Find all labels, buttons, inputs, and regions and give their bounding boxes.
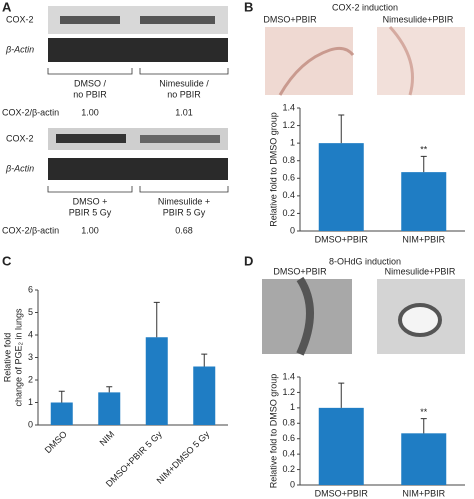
chart-title: 8-OHdG induction <box>329 256 401 266</box>
error-bar <box>106 386 113 393</box>
bar <box>145 337 168 425</box>
y-tick-label: 0.2 <box>282 464 295 474</box>
blot-row-label: β-Actin <box>5 44 34 54</box>
x-tick-label: DMSO+PBIR <box>315 234 369 244</box>
tissue <box>388 25 414 96</box>
bar <box>193 366 216 425</box>
bracket <box>47 186 229 193</box>
y-tick-label: 1.2 <box>282 120 295 130</box>
error-bar <box>58 390 65 403</box>
panel-label: B <box>244 0 253 14</box>
y-tick-label: 0 <box>290 225 295 235</box>
y-tick-label: 0 <box>28 419 33 429</box>
group-label: Nimesulide + <box>158 196 210 206</box>
annotation: ** <box>420 407 428 417</box>
y-tick-label: 0.4 <box>282 190 295 200</box>
y-tick-label: 1.4 <box>282 371 295 381</box>
ratio-label: COX-2/β-actin <box>2 107 59 117</box>
error-bar <box>338 382 345 408</box>
error-bar <box>201 353 208 367</box>
error-bar <box>420 418 427 434</box>
tissue <box>278 46 355 96</box>
y-tick-label: 0.6 <box>282 173 295 183</box>
x-tick-label: NIM+PBIR <box>402 488 445 498</box>
x-tick-label: NIM <box>98 429 117 448</box>
group-label: Nimesulide / <box>159 78 209 88</box>
blot-row-label: COX-2 <box>6 133 34 143</box>
group-label: no PBIR <box>73 89 107 99</box>
bar <box>318 407 364 485</box>
ratio: 1.00 <box>81 225 99 235</box>
group-label: PBIR 5 Gy <box>163 207 206 217</box>
y-tick-label: 2 <box>28 374 33 384</box>
group-label: DMSO / <box>74 78 107 88</box>
error-bar <box>338 114 345 144</box>
y-tick-label: 0.4 <box>282 449 295 459</box>
group-label: DMSO + <box>73 196 108 206</box>
y-tick-label: 6 <box>28 284 33 294</box>
band <box>140 16 215 24</box>
x-tick-label: NIM+DMSO 5 Gy <box>155 429 212 486</box>
y-axis-label: Relative fold <box>2 333 12 383</box>
blot <box>48 38 228 62</box>
x-tick-label: DMSO+PBIR <box>315 488 369 498</box>
image-label: DMSO+PBIR <box>273 266 327 276</box>
y-axis-label: change of PGE₂ in lungs <box>13 308 23 407</box>
image-label: Nimesulide+PBIR <box>383 14 454 24</box>
tissue <box>296 276 314 356</box>
band <box>60 16 120 24</box>
y-tick-label: 5 <box>28 307 33 317</box>
tissue <box>398 303 442 337</box>
bar <box>401 433 447 485</box>
bar <box>401 172 447 231</box>
x-tick-label: NIM+PBIR <box>402 234 445 244</box>
group-label: PBIR 5 Gy <box>69 207 112 217</box>
image-label: Nimesulide+PBIR <box>385 266 456 276</box>
ratio: 0.68 <box>175 225 193 235</box>
y-tick-label: 1.4 <box>282 102 295 112</box>
y-tick-label: 0.2 <box>282 208 295 218</box>
group-label: no PBIR <box>167 89 201 99</box>
micrograph <box>377 27 465 95</box>
panel-label: C <box>2 253 12 268</box>
bar <box>318 143 364 231</box>
blot-row-label: β-Actin <box>5 163 34 173</box>
blot-row-label: COX-2 <box>6 14 34 24</box>
bar <box>98 392 121 425</box>
bar <box>50 402 73 425</box>
y-tick-label: 1.2 <box>282 387 295 397</box>
chart-title: COX-2 induction <box>332 2 398 12</box>
y-tick-label: 1 <box>290 402 295 412</box>
annotation: ** <box>420 145 428 155</box>
panel-label: D <box>244 253 253 268</box>
image-label: DMSO+PBIR <box>263 14 317 24</box>
y-tick-label: 0.6 <box>282 433 295 443</box>
y-tick-label: 1 <box>28 397 33 407</box>
blot <box>48 158 228 180</box>
band <box>140 135 220 143</box>
bracket <box>47 68 229 75</box>
y-tick-label: 0.8 <box>282 418 295 428</box>
blot <box>48 128 228 150</box>
error-bar <box>420 155 427 173</box>
y-tick-label: 3 <box>28 352 33 362</box>
ratio: 1.00 <box>81 107 99 117</box>
y-tick-label: 4 <box>28 329 33 339</box>
y-tick-label: 0.8 <box>282 155 295 165</box>
y-axis-label: Relative fold to DMSO group <box>268 374 278 489</box>
x-tick-label: DMSO <box>43 429 69 455</box>
ratio-label: COX-2/β-actin <box>2 225 59 235</box>
band <box>56 134 126 143</box>
panel-label: A <box>2 0 12 14</box>
ratio: 1.01 <box>175 107 193 117</box>
y-axis-label: Relative fold to DMSO group <box>268 112 278 227</box>
y-tick-label: 0 <box>290 479 295 489</box>
y-tick-label: 1 <box>290 138 295 148</box>
error-bar <box>153 301 160 338</box>
